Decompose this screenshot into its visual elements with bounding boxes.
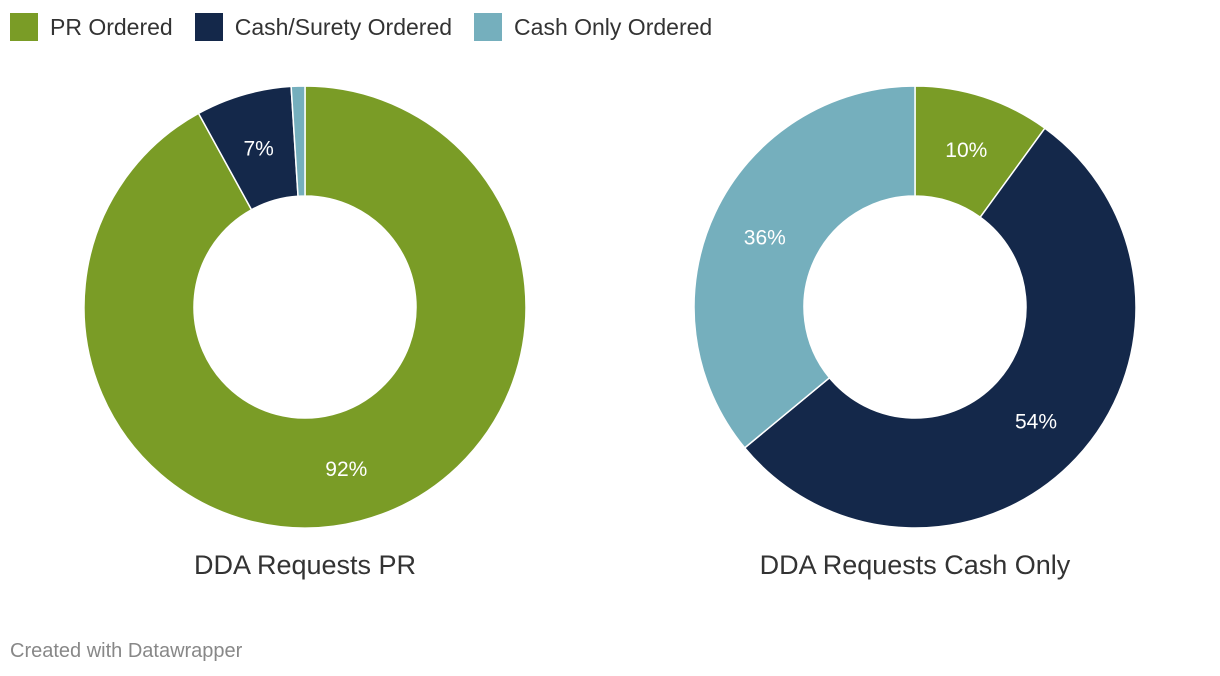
legend-swatch-pr-ordered [10, 13, 38, 41]
data-label: 10% [945, 139, 987, 162]
slice-pr-ordered [83, 85, 527, 529]
chart-title: DDA Requests PR [194, 550, 416, 580]
legend-item-pr-ordered: PR Ordered [10, 12, 173, 42]
donut-chart-1: 92% 7% DDA Requests PR [83, 85, 527, 580]
data-label: 7% [244, 138, 274, 161]
legend-item-cash-only-ordered: Cash Only Ordered [474, 12, 712, 42]
data-label: 54% [1015, 411, 1057, 434]
data-label: 36% [744, 226, 786, 249]
legend-item-cash-surety-ordered: Cash/Surety Ordered [194, 12, 453, 42]
legend-swatch-cash-only-ordered [474, 13, 503, 41]
chart-title: DDA Requests Cash Only [760, 550, 1071, 580]
data-label: 92% [325, 458, 367, 481]
slice-cash-only-ordered [693, 85, 916, 449]
footer-credit: Created with Datawrapper [10, 640, 243, 662]
legend-swatch-cash-surety-ordered [194, 13, 223, 41]
donut-chart-2: 10% 54% 36% DDA Requests Cash Only [693, 85, 1137, 580]
legend-label: PR Ordered [50, 14, 173, 40]
legend: PR Ordered Cash/Surety Ordered Cash Only… [10, 12, 734, 42]
slice-cash-only-ordered [290, 85, 306, 198]
legend-label: Cash/Surety Ordered [234, 14, 453, 40]
legend-label: Cash Only Ordered [514, 14, 713, 40]
slice-cash-surety-ordered [743, 127, 1137, 529]
